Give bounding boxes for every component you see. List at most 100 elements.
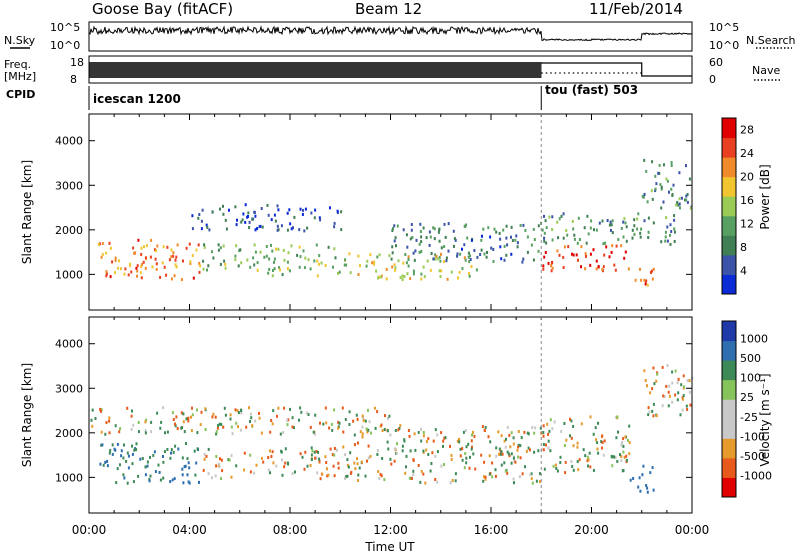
echo-cell — [673, 218, 676, 222]
echo-cell — [144, 473, 147, 477]
echo-cell — [543, 231, 546, 235]
x-tick-label: 16:00 — [474, 523, 509, 537]
echo-cell — [402, 261, 405, 265]
echo-cell — [170, 277, 173, 281]
echo-cell — [130, 427, 133, 431]
echo-cell — [443, 222, 446, 226]
echo-cell — [100, 255, 103, 259]
echo-cell — [437, 257, 440, 261]
echo-cell — [469, 455, 471, 459]
echo-cell — [414, 249, 417, 253]
cpid-mode-2: tou (fast) 503 — [545, 83, 638, 97]
echo-cell — [547, 446, 550, 450]
echo-cell — [158, 471, 161, 474]
echo-cell — [104, 432, 107, 436]
echo-cell — [651, 160, 654, 164]
echo-cell — [275, 464, 278, 468]
echo-cell — [333, 247, 336, 251]
echo-cell — [175, 255, 178, 259]
echo-cell — [667, 390, 670, 394]
echo-cell — [300, 410, 303, 414]
echo-cell — [685, 164, 687, 168]
echo-cell — [464, 429, 467, 432]
echo-cell — [514, 460, 517, 464]
echo-cell — [105, 251, 108, 255]
colorbar-swatch — [722, 196, 736, 217]
echo-cell — [544, 219, 547, 223]
echo-cell — [677, 377, 680, 381]
echo-cell — [531, 481, 534, 485]
echo-cell — [406, 272, 409, 276]
echo-cell — [669, 242, 672, 246]
y-tick-label: 2000 — [55, 427, 83, 440]
echo-cell — [357, 479, 360, 482]
echo-cell — [428, 243, 431, 247]
velocity-colorbar-label: Velocity [m s⁻¹] — [758, 373, 772, 466]
echo-cell — [432, 257, 435, 261]
echo-cell — [651, 197, 654, 201]
echo-cell — [373, 406, 376, 410]
echo-cell — [544, 251, 547, 254]
echo-cell — [260, 431, 263, 435]
echo-cell — [586, 459, 589, 463]
echo-cell — [533, 238, 536, 241]
echo-cell — [595, 259, 598, 263]
echo-cell — [558, 253, 561, 257]
echo-cell — [572, 227, 575, 231]
echo-cell — [678, 197, 681, 201]
echo-cell — [473, 249, 476, 252]
echo-cell — [646, 200, 649, 204]
echo-cell — [450, 457, 453, 461]
echo-cell — [309, 267, 312, 271]
echo-cell — [188, 242, 191, 246]
freq-tick-high: 18 — [70, 56, 84, 69]
echo-cell — [651, 269, 653, 273]
echo-cell — [589, 226, 592, 230]
echo-cell — [122, 473, 125, 477]
echo-cell — [276, 414, 278, 418]
echo-cell — [597, 421, 599, 425]
echo-cell — [310, 446, 313, 450]
echo-cell — [637, 485, 640, 489]
echo-cell — [545, 241, 548, 245]
echo-cell — [662, 394, 665, 398]
echo-cell — [318, 254, 321, 258]
echo-cell — [388, 254, 391, 258]
echo-cell — [281, 473, 284, 477]
echo-cell — [507, 452, 510, 456]
echo-cell — [674, 369, 677, 373]
echo-cell — [141, 457, 144, 460]
echo-cell — [311, 449, 314, 453]
echo-cell — [280, 224, 283, 228]
echo-cell — [422, 472, 425, 476]
echo-cell — [585, 241, 588, 245]
echo-cell — [522, 223, 525, 227]
velocity-frame — [88, 316, 693, 514]
echo-cell — [224, 413, 227, 417]
echo-cell — [242, 212, 245, 216]
echo-cell — [144, 429, 147, 433]
echo-cell — [639, 267, 641, 271]
echo-cell — [391, 265, 394, 269]
x-tick-label: 12:00 — [373, 523, 408, 537]
echo-cell — [113, 447, 116, 451]
echo-cell — [386, 440, 389, 444]
power-ylabel: Slant Range [km] — [20, 160, 34, 264]
echo-cell — [174, 424, 177, 428]
echo-cell — [306, 464, 309, 468]
echo-cell — [401, 278, 404, 282]
echo-cell — [680, 196, 683, 200]
echo-cell — [433, 237, 436, 241]
echo-cell — [361, 425, 364, 429]
echo-cell — [651, 409, 654, 413]
echo-cell — [686, 408, 689, 411]
echo-cell — [235, 223, 238, 227]
echo-cell — [685, 194, 688, 198]
echo-cell — [305, 411, 308, 415]
echo-cell — [134, 251, 137, 255]
echo-cell — [624, 221, 627, 225]
echo-cell — [499, 452, 502, 456]
echo-cell — [580, 245, 583, 249]
echo-cell — [252, 256, 255, 260]
echo-cell — [197, 243, 200, 247]
